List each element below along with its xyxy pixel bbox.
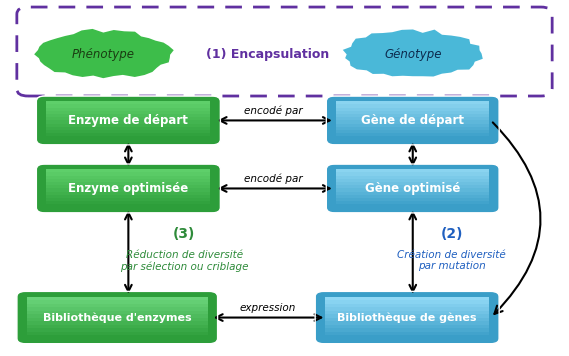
Text: (3): (3) — [173, 227, 195, 241]
FancyBboxPatch shape — [27, 335, 208, 339]
FancyBboxPatch shape — [47, 130, 211, 133]
Text: encodé par: encodé par — [244, 105, 303, 116]
FancyBboxPatch shape — [326, 164, 499, 213]
FancyBboxPatch shape — [336, 182, 489, 185]
FancyBboxPatch shape — [27, 325, 208, 328]
Polygon shape — [36, 30, 172, 77]
FancyBboxPatch shape — [47, 108, 211, 111]
FancyBboxPatch shape — [336, 136, 489, 140]
FancyBboxPatch shape — [47, 204, 211, 208]
FancyBboxPatch shape — [17, 291, 217, 344]
FancyBboxPatch shape — [326, 96, 499, 145]
Text: (2): (2) — [440, 227, 463, 241]
FancyBboxPatch shape — [336, 108, 489, 111]
Text: expression: expression — [240, 303, 296, 313]
Text: Bibliothèque d'enzymes: Bibliothèque d'enzymes — [43, 312, 192, 323]
FancyBboxPatch shape — [47, 172, 211, 176]
FancyBboxPatch shape — [325, 314, 489, 318]
FancyBboxPatch shape — [47, 192, 211, 195]
FancyBboxPatch shape — [47, 176, 211, 179]
FancyBboxPatch shape — [325, 325, 489, 328]
FancyBboxPatch shape — [47, 201, 211, 204]
Text: Réduction de diversité
par sélection ou criblage: Réduction de diversité par sélection ou … — [120, 250, 249, 272]
Polygon shape — [345, 31, 481, 75]
FancyBboxPatch shape — [325, 321, 489, 325]
Text: encodé par: encodé par — [244, 173, 303, 184]
Text: Enzyme optimisée: Enzyme optimisée — [68, 182, 188, 195]
FancyBboxPatch shape — [47, 117, 211, 120]
FancyBboxPatch shape — [336, 130, 489, 133]
FancyBboxPatch shape — [47, 101, 211, 104]
FancyBboxPatch shape — [336, 192, 489, 195]
FancyBboxPatch shape — [336, 124, 489, 127]
FancyBboxPatch shape — [47, 182, 211, 185]
FancyBboxPatch shape — [27, 321, 208, 325]
FancyBboxPatch shape — [47, 179, 211, 182]
FancyBboxPatch shape — [27, 310, 208, 314]
FancyBboxPatch shape — [336, 185, 489, 188]
FancyBboxPatch shape — [27, 331, 208, 335]
FancyBboxPatch shape — [47, 127, 211, 130]
FancyBboxPatch shape — [336, 127, 489, 130]
FancyBboxPatch shape — [325, 300, 489, 304]
FancyBboxPatch shape — [325, 307, 489, 310]
Text: Gène de départ: Gène de départ — [361, 114, 464, 127]
FancyBboxPatch shape — [336, 179, 489, 182]
FancyBboxPatch shape — [336, 172, 489, 176]
FancyBboxPatch shape — [336, 111, 489, 114]
FancyBboxPatch shape — [47, 114, 211, 117]
FancyBboxPatch shape — [336, 169, 489, 172]
FancyBboxPatch shape — [47, 188, 211, 192]
FancyBboxPatch shape — [325, 331, 489, 335]
FancyBboxPatch shape — [325, 310, 489, 314]
FancyBboxPatch shape — [47, 136, 211, 140]
FancyBboxPatch shape — [47, 124, 211, 127]
FancyBboxPatch shape — [336, 133, 489, 136]
FancyBboxPatch shape — [27, 318, 208, 321]
FancyBboxPatch shape — [27, 328, 208, 331]
FancyBboxPatch shape — [47, 104, 211, 108]
FancyBboxPatch shape — [315, 291, 499, 344]
Text: Création de diversité
par mutation: Création de diversité par mutation — [397, 250, 506, 271]
FancyBboxPatch shape — [336, 120, 489, 124]
FancyBboxPatch shape — [27, 307, 208, 310]
FancyBboxPatch shape — [325, 297, 489, 300]
FancyBboxPatch shape — [47, 198, 211, 201]
FancyBboxPatch shape — [27, 300, 208, 304]
FancyBboxPatch shape — [36, 96, 220, 145]
Text: Bibliothèque de gènes: Bibliothèque de gènes — [337, 312, 477, 323]
FancyBboxPatch shape — [336, 101, 489, 104]
FancyBboxPatch shape — [336, 201, 489, 204]
Text: (1) Encapsulation: (1) Encapsulation — [206, 48, 329, 61]
FancyBboxPatch shape — [336, 104, 489, 108]
FancyBboxPatch shape — [27, 304, 208, 307]
FancyBboxPatch shape — [325, 328, 489, 331]
FancyBboxPatch shape — [336, 188, 489, 192]
FancyBboxPatch shape — [336, 176, 489, 179]
FancyBboxPatch shape — [336, 198, 489, 201]
FancyBboxPatch shape — [27, 314, 208, 318]
FancyBboxPatch shape — [47, 133, 211, 136]
FancyBboxPatch shape — [336, 204, 489, 208]
Text: Gène optimisé: Gène optimisé — [365, 182, 460, 195]
FancyBboxPatch shape — [27, 297, 208, 300]
FancyBboxPatch shape — [336, 114, 489, 117]
FancyBboxPatch shape — [47, 185, 211, 188]
FancyBboxPatch shape — [36, 164, 220, 213]
Text: Phénotype: Phénotype — [72, 48, 135, 61]
FancyBboxPatch shape — [336, 117, 489, 120]
Text: Génotype: Génotype — [384, 48, 442, 61]
Text: Enzyme de départ: Enzyme de départ — [68, 114, 188, 127]
FancyBboxPatch shape — [47, 111, 211, 114]
FancyBboxPatch shape — [325, 335, 489, 339]
FancyBboxPatch shape — [47, 120, 211, 124]
FancyBboxPatch shape — [325, 304, 489, 307]
FancyBboxPatch shape — [47, 195, 211, 198]
FancyBboxPatch shape — [325, 318, 489, 321]
FancyBboxPatch shape — [336, 195, 489, 198]
FancyBboxPatch shape — [47, 169, 211, 172]
